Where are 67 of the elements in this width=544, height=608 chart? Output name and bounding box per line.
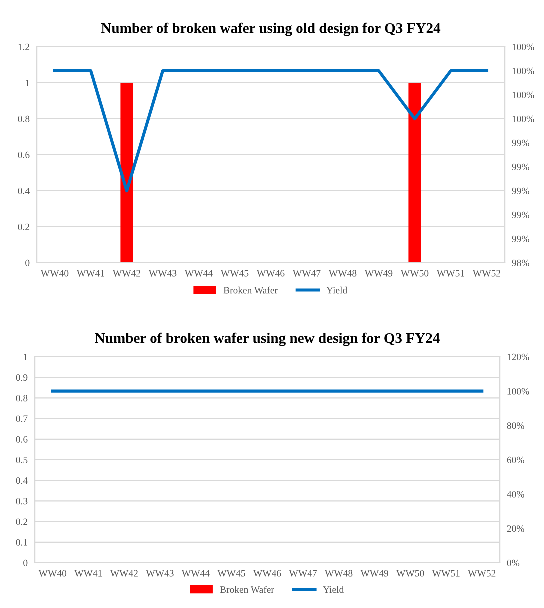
x-tick-label: WW51 — [436, 270, 464, 277]
x-tick-label: WW43 — [146, 570, 174, 577]
y-tick-label: 1 — [24, 354, 28, 360]
y2-tick-label: 100% — [512, 44, 534, 50]
x-tick-label: WW42 — [110, 570, 138, 577]
legend-label: Yield — [326, 286, 348, 294]
y-tick-label: 0.8 — [18, 116, 30, 123]
y-tick-label: 0.5 — [16, 456, 28, 464]
y2-tick-label: 99% — [512, 236, 530, 242]
y2-tick-label: 40% — [507, 491, 524, 498]
y-tick-label: 1 — [26, 80, 30, 86]
x-tick-label: WW48 — [325, 570, 353, 577]
legend-label: Broken Wafer — [220, 586, 274, 594]
y2-tick-label: 60% — [507, 456, 524, 464]
y-tick-label: 0 — [26, 260, 30, 266]
y-tick-label: 1.2 — [18, 44, 30, 51]
y-tick-label: 0.7 — [16, 416, 28, 422]
y2-tick-label: 100% — [512, 92, 534, 98]
y2-tick-label: 99% — [512, 140, 530, 146]
y-tick-label: 0.8 — [16, 395, 28, 402]
x-tick-label: WW44 — [184, 270, 213, 277]
x-tick-label: WW47 — [292, 270, 321, 277]
y-tick-label: 0.9 — [16, 374, 28, 382]
y2-tick-label: 99% — [512, 212, 530, 218]
x-tick-label: WW46 — [256, 270, 285, 277]
y-tick-label: 0.4 — [18, 188, 30, 195]
x-tick-label: WW41 — [76, 270, 104, 277]
chart-title: Number of broken wafer using old design for Q3 FY24 — [101, 22, 441, 36]
x-tick-label: WW50 — [396, 570, 424, 577]
y-tick-label: 0.6 — [16, 436, 28, 443]
x-tick-label: WW50 — [400, 270, 429, 277]
y2-tick-label: 98% — [512, 260, 530, 266]
x-tick-label: WW44 — [182, 570, 210, 577]
x-tick-label: WW41 — [74, 570, 102, 577]
x-tick-label: WW45 — [220, 270, 249, 277]
y-tick-label: 0.4 — [16, 478, 28, 484]
x-tick-label: WW51 — [432, 570, 460, 577]
legend-label: Broken Wafer — [224, 286, 278, 294]
y2-tick-label: 100% — [508, 388, 530, 395]
x-tick-label: WW45 — [218, 570, 246, 577]
y2-tick-label: 0% — [507, 560, 520, 566]
y2-tick-label: 100% — [512, 116, 534, 122]
x-tick-label: WW52 — [468, 570, 496, 577]
x-tick-label: WW52 — [472, 270, 500, 277]
legend-label: Yield — [323, 586, 344, 594]
y2-tick-label: 120% — [508, 354, 530, 360]
x-tick-label: WW43 — [148, 270, 177, 277]
x-tick-label: WW42 — [112, 270, 140, 277]
y2-tick-label: 99% — [512, 188, 530, 194]
y-tick-label: 0.3 — [16, 498, 28, 505]
y-tick-label: 0.1 — [16, 539, 28, 546]
y-tick-label: 0.2 — [16, 518, 28, 526]
x-tick-label: WW49 — [360, 570, 388, 577]
y-tick-label: 0.6 — [18, 152, 30, 159]
x-tick-label: WW40 — [38, 570, 67, 577]
x-tick-label: WW46 — [253, 570, 282, 577]
x-tick-label: WW47 — [289, 570, 318, 577]
x-tick-label: WW49 — [364, 270, 393, 277]
y2-tick-label: 100% — [512, 68, 534, 74]
chart-title: Number of broken wafer using new design for Q3 FY24 — [95, 332, 440, 346]
y-tick-label: 0 — [24, 560, 28, 566]
x-tick-label: WW40 — [40, 270, 69, 277]
y2-tick-label: 99% — [512, 164, 530, 170]
y-tick-label: 0.2 — [18, 224, 30, 231]
y2-tick-label: 80% — [507, 422, 524, 430]
y2-tick-label: 20% — [507, 526, 524, 532]
x-tick-label: WW48 — [328, 270, 357, 277]
